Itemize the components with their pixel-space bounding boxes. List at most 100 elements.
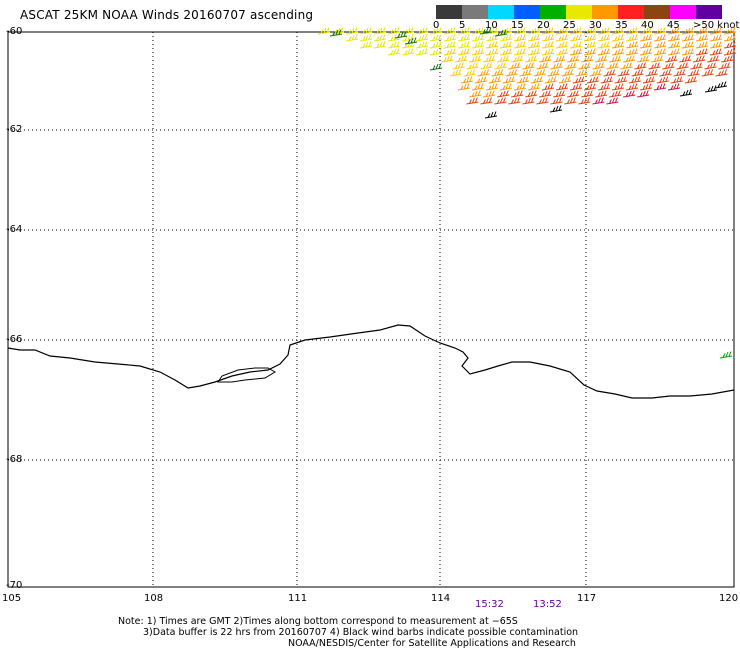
wind-barb <box>533 69 546 77</box>
wind-barb <box>525 90 538 98</box>
wind-barb <box>558 76 571 84</box>
wind-barb <box>516 76 529 84</box>
wind-barb <box>477 69 490 77</box>
wind-barb <box>457 41 471 49</box>
wind-barb <box>609 90 622 98</box>
lat-label-68: -68 <box>6 454 23 465</box>
wind-barb <box>555 34 569 42</box>
wind-barb <box>681 27 695 35</box>
wind-barb <box>586 76 599 84</box>
colorbar-label: 0 <box>433 20 440 31</box>
wind-barb <box>625 34 639 42</box>
wind-barb <box>597 48 611 56</box>
wind-barb <box>695 34 709 42</box>
lat-label-64: -64 <box>6 224 23 235</box>
wind-barb <box>553 55 566 63</box>
plot-frame <box>7 31 735 588</box>
wind-barb <box>494 62 507 70</box>
wind-barb <box>429 63 443 71</box>
wind-barb <box>595 90 608 98</box>
wind-barb <box>508 97 521 105</box>
wind-barb <box>541 83 555 91</box>
wind-barb <box>569 41 583 49</box>
wind-barb <box>443 27 457 35</box>
wind-barb <box>600 76 613 84</box>
wind-barb <box>485 41 499 49</box>
wind-barb <box>695 27 709 35</box>
colorbar-label: 25 <box>563 20 576 31</box>
wind-barb <box>597 83 611 91</box>
antarctic-coastline <box>7 324 735 399</box>
wind-barb <box>359 27 373 35</box>
wind-barb <box>455 55 468 63</box>
wind-barb <box>723 48 737 56</box>
wind-barb <box>494 97 507 105</box>
wind-barb <box>603 69 616 77</box>
wind-barb <box>569 83 583 91</box>
wind-barb <box>611 27 625 35</box>
wind-barb <box>611 48 625 56</box>
wind-barb <box>474 76 487 84</box>
wind-barb <box>429 27 443 35</box>
wind-barb <box>499 48 513 56</box>
wind-barb <box>617 69 630 77</box>
wind-barb <box>491 69 504 77</box>
wind-barb <box>494 29 508 37</box>
lat-label-60: -60 <box>6 26 23 37</box>
wind-barb <box>457 48 471 56</box>
wind-barb <box>443 48 457 56</box>
wind-barb <box>387 48 401 56</box>
wind-barb <box>653 83 667 91</box>
wind-barb <box>628 76 641 84</box>
wind-barb <box>581 55 594 63</box>
wind-barb <box>511 55 524 63</box>
wind-barb <box>623 90 636 98</box>
colorbar-swatch <box>644 5 670 19</box>
wind-barb <box>502 76 515 84</box>
colorbar-swatch <box>592 5 618 19</box>
wind-barb <box>592 97 605 105</box>
wind-barb <box>539 90 552 98</box>
wind-barb <box>527 34 541 42</box>
wind-barb <box>721 55 734 63</box>
colorbar-swatch <box>514 5 540 19</box>
wind-barb <box>471 27 485 35</box>
gridlines <box>8 32 734 587</box>
wind-barb <box>572 76 585 84</box>
wind-barb <box>690 62 703 70</box>
wind-barb <box>639 48 653 56</box>
wind-barb <box>653 34 667 42</box>
lon-label-108: 108 <box>144 593 164 604</box>
colorbar-swatch <box>670 5 696 19</box>
colorbar-label: 10 <box>485 20 498 31</box>
wind-barb <box>583 41 597 49</box>
wind-barb <box>589 69 602 77</box>
colorbar-swatch <box>696 5 722 19</box>
wind-barb <box>714 81 728 89</box>
wind-barb <box>564 97 577 105</box>
wind-barb <box>709 48 723 56</box>
wind-barb <box>578 97 591 105</box>
pass-time-2: 13:52 <box>533 599 562 610</box>
wind-barb <box>513 41 527 49</box>
wind-barb <box>466 62 479 70</box>
wind-barb <box>550 97 563 105</box>
wind-barb <box>555 83 569 91</box>
wind-barb <box>623 55 636 63</box>
wind-barb <box>653 48 667 56</box>
wind-barb <box>667 34 681 42</box>
colorbar-label: 15 <box>511 20 524 31</box>
wind-barb <box>527 41 541 49</box>
wind-barb <box>457 27 471 35</box>
lon-label-114: 114 <box>431 593 451 604</box>
wind-barb <box>415 34 429 42</box>
wind-barb <box>508 62 521 70</box>
wind-barb <box>701 69 714 77</box>
wind-barb <box>511 90 524 98</box>
ice-shelf-outline <box>217 367 276 383</box>
wind-barb <box>499 41 513 49</box>
wind-barb <box>564 62 577 70</box>
wind-barb <box>522 97 535 105</box>
wind-barb <box>578 62 591 70</box>
wind-barb <box>522 62 535 70</box>
